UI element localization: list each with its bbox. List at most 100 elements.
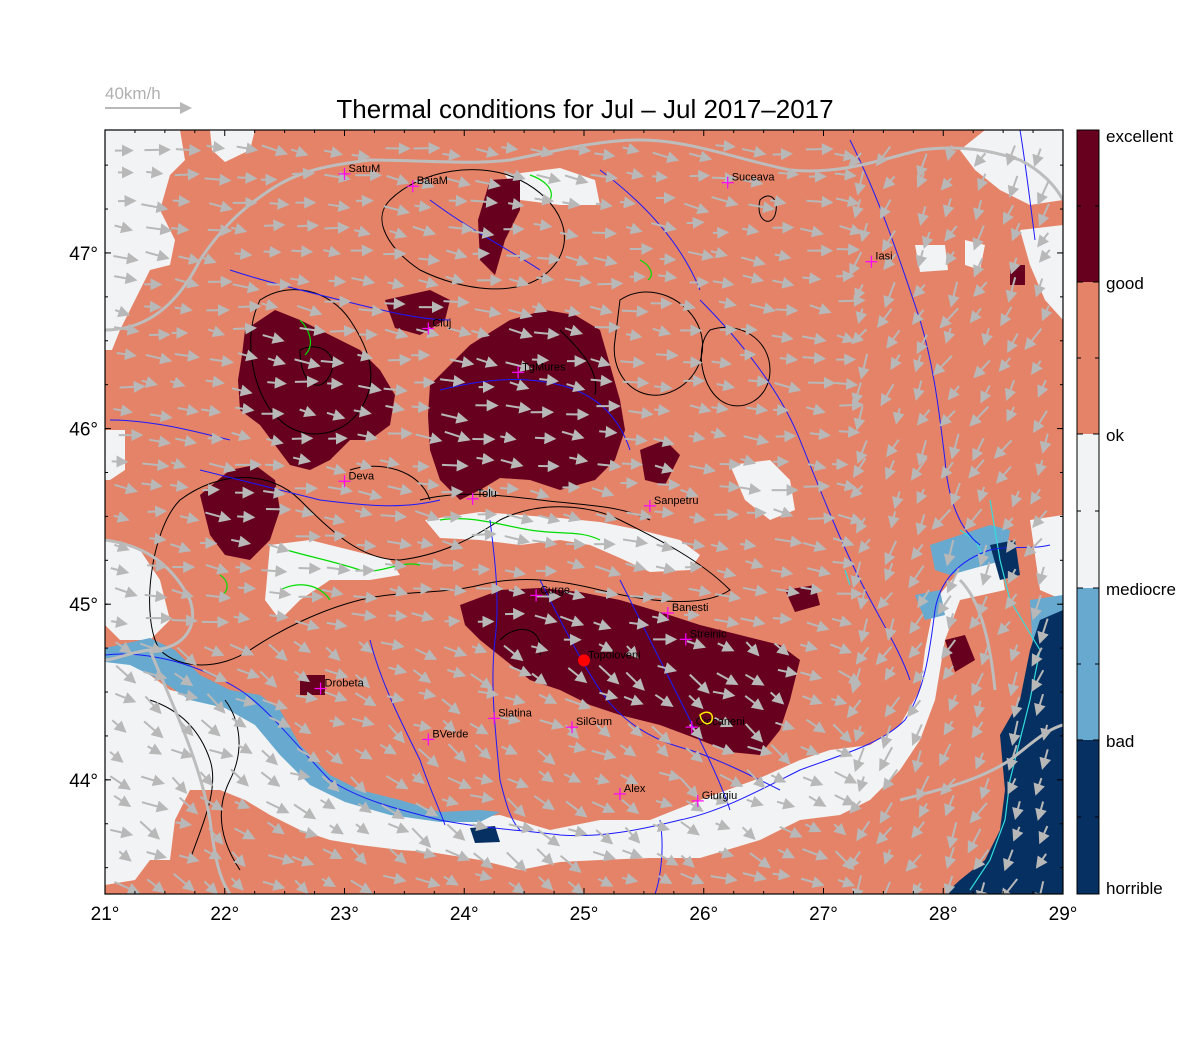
wind-arrow xyxy=(207,325,226,337)
wind-arrow xyxy=(533,327,560,340)
wind-arrow xyxy=(857,589,869,611)
wind-arrow xyxy=(294,619,320,631)
wind-arrow xyxy=(533,219,553,231)
wind-arrow xyxy=(499,482,520,495)
wind-arrow xyxy=(441,459,469,472)
wind-arrow xyxy=(743,433,770,446)
wind-arrow xyxy=(858,618,870,643)
wind-arrow xyxy=(946,822,959,849)
wind-arrow xyxy=(564,697,592,710)
city-deva[interactable]: Deva xyxy=(338,470,376,488)
wind-arrow xyxy=(389,848,407,864)
selected-site-marker[interactable] xyxy=(578,654,590,667)
wind-arrow xyxy=(356,458,373,471)
wind-arrow xyxy=(748,201,776,214)
city-giurgiu[interactable]: Giurgiu xyxy=(691,790,737,807)
wind-arrow xyxy=(834,168,857,181)
wind-arrow xyxy=(170,457,187,470)
wind-arrow xyxy=(290,274,310,286)
city-label: Alex xyxy=(624,783,646,795)
wind-arrow xyxy=(476,356,498,368)
wind-arrow xyxy=(740,255,766,267)
wind-arrow xyxy=(876,308,893,329)
wind-arrow xyxy=(746,403,769,416)
ok-region-north xyxy=(210,130,255,162)
city-tgmures[interactable]: TgMures xyxy=(512,361,566,379)
wind-arrow xyxy=(715,590,742,603)
wind-arrow xyxy=(568,741,587,754)
wind-arrow xyxy=(470,791,495,804)
wind-arrow xyxy=(294,670,311,683)
city-baiam[interactable]: BaiaM xyxy=(406,175,448,193)
city-silgum[interactable]: SilGum xyxy=(566,716,612,734)
wind-arrow xyxy=(652,820,671,833)
wind-arrow xyxy=(354,673,371,689)
city-label: Iasi xyxy=(875,251,892,263)
wind-arrow xyxy=(800,744,820,756)
city-bverde[interactable]: BVerde xyxy=(422,728,468,746)
wind-arrow xyxy=(269,587,292,600)
wind-arrow xyxy=(916,172,928,189)
wind-arrow xyxy=(297,219,320,232)
wind-arrow xyxy=(779,352,799,365)
wind-arrow xyxy=(358,304,385,317)
city-ciocaneni[interactable]: Ciocaneni xyxy=(685,716,745,734)
city-streinic[interactable]: Streinic xyxy=(679,628,727,646)
wind-arrow xyxy=(974,752,986,770)
city-alex[interactable]: Alex xyxy=(613,783,646,800)
city-cluj[interactable]: Cluj xyxy=(422,317,451,335)
map-area: SatuM BaiaM Suceava Iasi Cluj TgMures Deva Tolu… xyxy=(105,130,1063,894)
city-curge[interactable]: Curge xyxy=(530,584,570,602)
contour xyxy=(299,346,334,386)
wind-arrow xyxy=(624,433,648,446)
wind-arrow xyxy=(651,220,677,233)
city-banesti[interactable]: Banesti xyxy=(661,602,709,619)
wind-arrow xyxy=(114,540,130,552)
longitude-labels: 21° 22° 23° 24° 25° 26° 27° 28° 29° xyxy=(91,904,1078,925)
wind-arrow xyxy=(142,459,170,472)
wind-arrow xyxy=(911,309,925,326)
city-slatina[interactable]: Slatina xyxy=(488,707,533,725)
wind-arrow xyxy=(564,305,582,318)
wind-arrow xyxy=(299,826,319,839)
wind-arrow xyxy=(234,248,253,260)
city-sanpetru[interactable]: Sanpetru xyxy=(643,495,699,512)
wind-arrow xyxy=(892,408,905,425)
wind-arrow xyxy=(772,868,791,881)
wind-arrow xyxy=(144,590,168,603)
city-drobeta[interactable]: Drobeta xyxy=(314,678,365,695)
wind-arrow xyxy=(538,770,555,783)
wind-arrow xyxy=(505,401,532,414)
wind-arrow xyxy=(710,246,728,259)
city-iasi[interactable]: Iasi xyxy=(865,251,893,268)
wind-arrow xyxy=(321,875,337,887)
wind-arrow xyxy=(146,848,167,861)
wind-arrow xyxy=(115,641,133,654)
legend-frame xyxy=(1076,129,1100,895)
wind-arrow xyxy=(387,277,405,290)
wind-arrow xyxy=(381,804,405,820)
wind-arrow xyxy=(232,322,258,335)
wind-arrow xyxy=(716,566,737,579)
wind-arrow xyxy=(260,771,281,787)
wind-arrow xyxy=(745,557,764,570)
city-suceava[interactable]: Suceava xyxy=(721,172,776,189)
wind-arrow xyxy=(263,245,282,258)
wind-arrow xyxy=(1034,693,1046,717)
city-tolu[interactable]: Tolu xyxy=(466,488,497,505)
wind-arrow xyxy=(508,275,530,288)
wind-arrow xyxy=(237,171,258,184)
wind-arrow xyxy=(971,721,984,739)
wind-arrow xyxy=(949,482,962,507)
wind-arrow xyxy=(1040,724,1052,741)
wind-arrow xyxy=(199,771,214,787)
wind-arrow xyxy=(411,827,432,848)
wind-arrow xyxy=(775,304,799,316)
wind-arrow xyxy=(380,510,408,523)
ok-region-southwest-carpathians xyxy=(265,540,400,620)
city-satum[interactable]: SatuM xyxy=(338,163,381,180)
wind-arrow xyxy=(591,748,617,761)
wind-arrow xyxy=(418,253,441,266)
wind-arrow xyxy=(265,800,290,814)
legend-colorbar: excellent good ok mediocre bad horrible xyxy=(1076,127,1176,898)
